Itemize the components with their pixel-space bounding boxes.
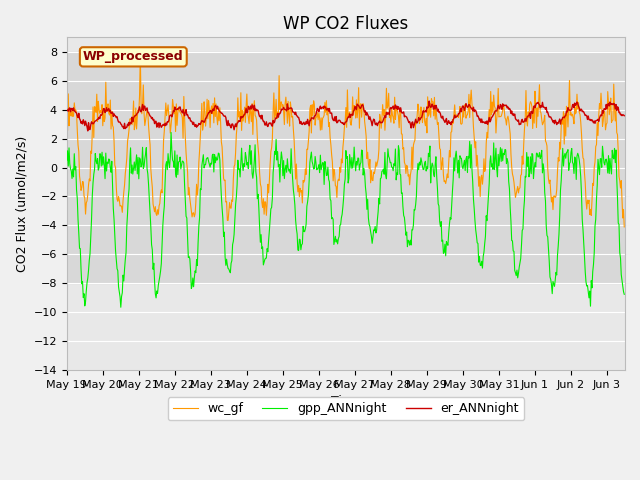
gpp_ANNnight [323,172,331,178]
er_ANNnight [426,98,433,104]
wc_gf [477,175,484,180]
er_ANNnight [63,107,70,112]
er_ANNnight [65,106,73,111]
Bar [67,52,625,283]
er_ANNnight [465,104,472,109]
Title: WP CO2 Fluxes: WP CO2 Fluxes [284,15,408,33]
wc_gf [141,118,149,123]
gpp_ANNnight [620,291,628,297]
wc_gf [136,52,144,58]
wc_gf [323,98,330,104]
gpp_ANNnight [63,157,70,163]
Line: gpp_ANNnight: gpp_ANNnight [67,132,624,307]
gpp_ANNnight [302,221,310,227]
wc_gf [620,224,628,230]
Line: er_ANNnight: er_ANNnight [67,101,624,131]
gpp_ANNnight [141,151,149,157]
er_ANNnight [84,128,92,134]
gpp_ANNnight [167,130,175,135]
X-axis label: Time: Time [330,396,361,408]
er_ANNnight [301,121,309,127]
gpp_ANNnight [465,154,472,159]
gpp_ANNnight [65,145,73,151]
wc_gf [463,112,471,118]
Y-axis label: CO2 Flux (umol/m2/s): CO2 Flux (umol/m2/s) [15,135,28,272]
wc_gf [301,166,309,172]
Line: wc_gf: wc_gf [67,55,624,227]
gpp_ANNnight [117,304,125,310]
gpp_ANNnight [478,258,486,264]
Text: WP_processed: WP_processed [83,50,184,63]
Legend: wc_gf, gpp_ANNnight, er_ANNnight: wc_gf, gpp_ANNnight, er_ANNnight [168,397,524,420]
er_ANNnight [478,116,486,122]
wc_gf [63,115,70,121]
er_ANNnight [323,107,330,113]
er_ANNnight [141,108,149,113]
er_ANNnight [620,113,628,119]
wc_gf [65,123,73,129]
